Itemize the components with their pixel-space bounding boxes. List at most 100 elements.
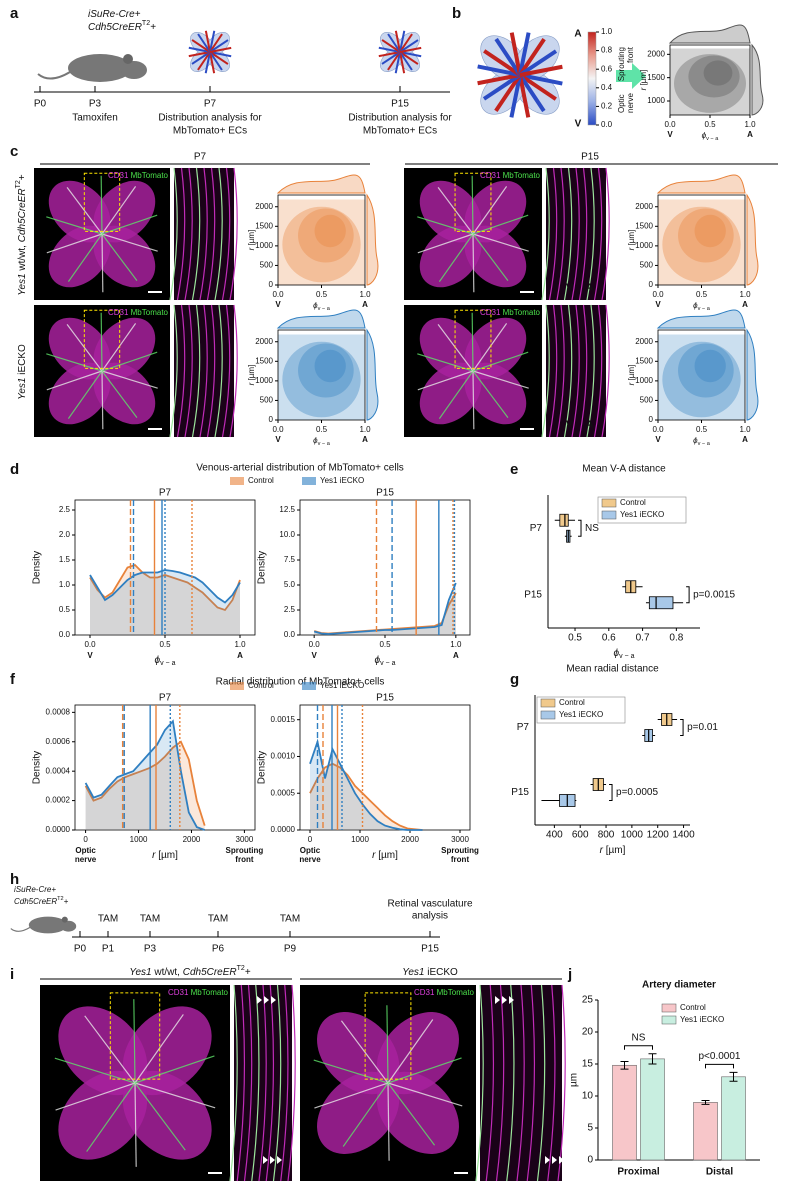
legend-label: Yes1 iECKO xyxy=(620,510,664,519)
stain-cd31: CD31 xyxy=(480,171,501,180)
panel-label: b xyxy=(452,5,461,22)
text-part: [µm] xyxy=(375,850,398,861)
vessel xyxy=(593,304,603,438)
vessel xyxy=(438,233,474,282)
plot-frame xyxy=(74,704,256,831)
panel-label: a xyxy=(10,5,19,22)
retina-stripe xyxy=(518,73,557,101)
text-part: + xyxy=(150,22,156,33)
colorbar-tick-label: 0.8 xyxy=(601,46,613,55)
chart-title: P7 xyxy=(159,488,172,499)
arrowhead xyxy=(270,1156,275,1164)
retina-stripe xyxy=(191,51,211,65)
legend-label: Yes1 iECKO xyxy=(320,681,364,690)
y-tick-label: 2000 xyxy=(255,202,273,211)
mouse-tail xyxy=(10,926,31,932)
y-tick-label: 0 xyxy=(269,280,274,289)
y-tick-label: 15 xyxy=(582,1059,594,1070)
vessel xyxy=(101,323,137,372)
error-bar xyxy=(701,1099,710,1105)
retina-stripe xyxy=(209,51,216,74)
text-part: [µm] xyxy=(247,230,256,248)
y-tick-label: 500 xyxy=(640,261,654,270)
text-part: [µm] xyxy=(247,365,256,383)
x-end-label: Sprouting front xyxy=(441,846,479,864)
vessel xyxy=(46,233,103,254)
density-fill xyxy=(278,199,365,285)
x-tick-label: 0.0 xyxy=(272,425,284,434)
vessel xyxy=(548,304,558,438)
x-axis-label: r [µm] xyxy=(600,845,626,856)
retina-stripe xyxy=(518,32,531,76)
vessel xyxy=(578,167,588,301)
retina-stripe xyxy=(188,46,211,53)
plot-frame xyxy=(299,704,471,831)
vessel xyxy=(66,323,103,372)
density-curve xyxy=(89,563,241,612)
vessel xyxy=(471,312,474,372)
retina-stripe xyxy=(209,46,232,53)
text-part: r xyxy=(247,247,256,250)
arrowhead xyxy=(545,1156,550,1164)
error-bar xyxy=(729,1071,738,1082)
x-end-label: A xyxy=(362,300,368,309)
x-end-label: A xyxy=(747,130,753,139)
density-level xyxy=(298,343,354,398)
x-end-label: V xyxy=(311,651,317,660)
vessel xyxy=(472,323,508,372)
marginal-top xyxy=(656,309,746,329)
x-tick-label: 0.0 xyxy=(84,640,96,649)
density-curve xyxy=(84,719,206,831)
vessel xyxy=(586,304,595,438)
text-part: + xyxy=(17,174,28,180)
retina-stripe xyxy=(394,30,401,53)
text-part: v − a xyxy=(698,306,711,312)
vessel xyxy=(100,312,103,372)
vessel xyxy=(214,304,223,438)
density-level xyxy=(674,54,746,113)
stain-label: CD31 MbTomato xyxy=(480,308,541,317)
retina-stripe xyxy=(477,64,521,77)
timepoint: P15 xyxy=(391,99,409,110)
treatment: TAM xyxy=(98,914,118,925)
text-line: Optic xyxy=(617,94,626,113)
x-end-label: A xyxy=(237,651,243,660)
stain-cd31: CD31 xyxy=(108,171,129,180)
vessel xyxy=(506,984,515,1182)
text-part: T2 xyxy=(142,20,150,27)
text-line: front xyxy=(626,46,635,63)
retina-stripe xyxy=(477,73,521,86)
text-part: v − a xyxy=(619,653,634,660)
text-part: T2 xyxy=(237,965,245,972)
legend-label: Control xyxy=(248,681,274,690)
text-part: v − a xyxy=(380,660,395,667)
chart-title: Mean radial distance xyxy=(566,664,659,675)
y-tick-label: 1.5 xyxy=(59,555,71,564)
legend-swatch xyxy=(661,1015,677,1025)
legend-swatch xyxy=(601,510,617,520)
genotype: Cdh5CreERT2+ xyxy=(14,896,69,906)
text-part: [µm] xyxy=(639,70,648,88)
arrowhead xyxy=(502,996,507,1004)
panel-title: Venous-arterial distribution of MbTomato… xyxy=(196,463,404,474)
legend-swatch xyxy=(302,682,316,690)
analysis: MbTomato+ ECs xyxy=(363,126,437,137)
x-end-label: A xyxy=(362,435,368,444)
retina-stripe xyxy=(494,73,522,112)
retina-stripe xyxy=(387,33,401,53)
y-tick-label: 2.5 xyxy=(284,605,296,614)
vessel xyxy=(516,984,525,1182)
x-axis-label: ϕv − a xyxy=(693,436,711,447)
vessel xyxy=(472,233,509,282)
vessel xyxy=(417,370,474,391)
vessel xyxy=(536,984,546,1182)
vessel xyxy=(472,233,475,293)
vessel xyxy=(556,304,565,438)
genotype: iSuRe-Cre+ xyxy=(88,9,141,20)
vessel xyxy=(265,984,275,1182)
chart-title: P15 xyxy=(376,693,394,704)
y-tick-label: 2.0 xyxy=(59,530,71,539)
y-tick-label: 0.0002 xyxy=(46,796,71,805)
retina-stripe xyxy=(509,32,522,76)
column-header: Yes1 iECKO xyxy=(402,967,458,978)
